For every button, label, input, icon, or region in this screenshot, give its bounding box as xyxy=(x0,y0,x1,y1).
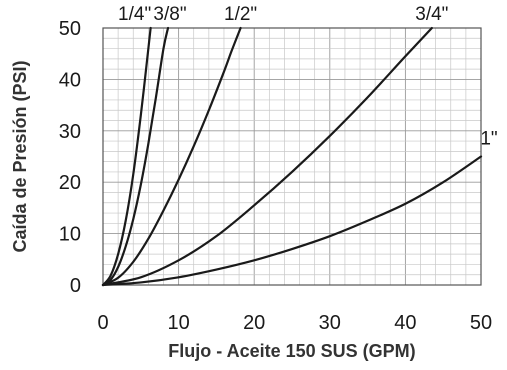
series-label: 3/4" xyxy=(415,4,448,25)
y-tick-labels: 0 10 20 30 40 50 xyxy=(59,18,81,297)
y-tick-label: 40 xyxy=(59,69,81,91)
series-label: 1/2" xyxy=(224,4,257,25)
x-tick-labels: 0 10 20 30 40 50 xyxy=(97,312,492,334)
x-tick-label: 40 xyxy=(394,312,416,334)
y-axis-title: Caída de Presión (PSI) xyxy=(10,60,30,252)
series-labels: 1/4" 3/8" 1/2" 3/4" 1" xyxy=(118,4,498,150)
series-label: 3/8" xyxy=(153,4,186,25)
series-line xyxy=(101,26,242,287)
x-tick-label: 20 xyxy=(243,312,265,334)
y-tick-label: 10 xyxy=(59,224,81,246)
grid xyxy=(102,27,482,286)
x-tick-label: 10 xyxy=(167,312,189,334)
series-label: 1/4" xyxy=(118,4,151,25)
y-tick-label: 50 xyxy=(59,18,81,40)
series-line xyxy=(101,26,170,287)
series-line xyxy=(101,155,483,287)
x-axis-title: Flujo - Aceite 150 SUS (GPM) xyxy=(168,341,415,361)
x-tick-label: 30 xyxy=(319,312,341,334)
y-tick-label: 20 xyxy=(59,172,81,194)
y-tick-label: 0 xyxy=(70,275,81,297)
series-line xyxy=(101,26,433,287)
series-curves xyxy=(101,26,483,287)
x-tick-label: 0 xyxy=(97,312,108,334)
x-tick-label: 50 xyxy=(470,312,492,334)
series-label: 1" xyxy=(480,129,497,150)
series-line xyxy=(101,26,152,287)
y-tick-label: 30 xyxy=(59,121,81,143)
